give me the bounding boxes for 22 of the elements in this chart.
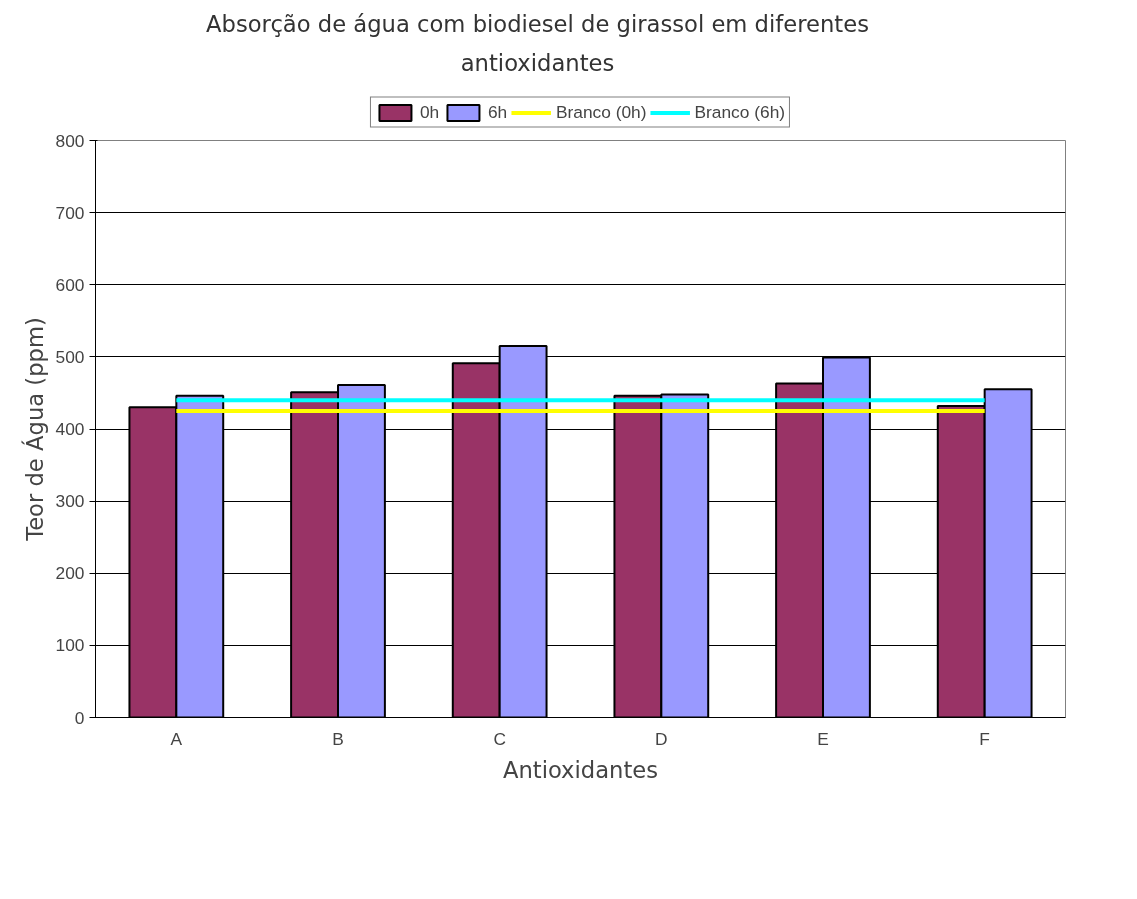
x-tick-label: A	[170, 728, 183, 749]
y-tick-label: 0	[74, 707, 85, 728]
y-tick-label: 100	[55, 635, 85, 656]
y-tick-label: 800	[55, 130, 85, 151]
x-tick-label: B	[332, 728, 344, 749]
y-axis-title: Teor de Água (ppm)	[20, 317, 48, 542]
y-tick-label: 600	[55, 274, 85, 295]
chart-title: Absorção de água com biodiesel de girassol em diferentes antioxidantes	[205, 10, 870, 78]
y-tick-label: 500	[55, 346, 85, 367]
y-tick-label: 200	[55, 563, 85, 584]
x-tick-label: C	[493, 728, 506, 749]
y-tick-label: 400	[55, 419, 85, 440]
x-tick-label: E	[817, 728, 829, 749]
legend-label: Branco (6h)	[694, 101, 786, 123]
y-tick-label: 300	[55, 491, 85, 512]
x-tick-label: F	[979, 728, 990, 749]
y-tick-label: 700	[55, 202, 85, 223]
x-tick-label: D	[655, 728, 668, 749]
legend-label: 6h	[487, 101, 508, 123]
legend-label: 0h	[419, 101, 440, 123]
x-axis-title: Antioxidantes	[502, 756, 659, 783]
legend-label: Branco (0h)	[555, 101, 647, 123]
